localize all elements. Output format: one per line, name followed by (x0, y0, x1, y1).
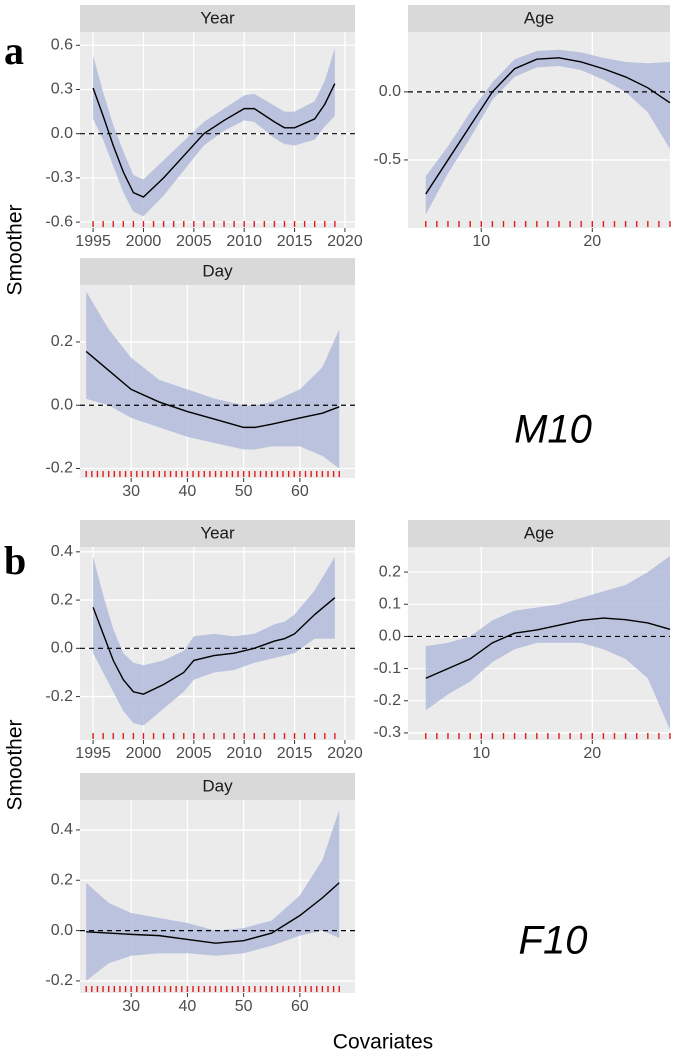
y-tick-label: 0.0 (379, 83, 401, 100)
y-tick-label: 0.2 (51, 591, 73, 608)
confidence-band (425, 49, 670, 215)
y-tick-label: -0.3 (45, 169, 73, 186)
x-tick-label: 20 (583, 745, 601, 762)
y-tick-label: 0.6 (51, 36, 73, 53)
x-tick-label: 2000 (126, 233, 162, 250)
x-tick-label: 2005 (176, 233, 212, 250)
x-tick-label: 10 (472, 745, 490, 762)
x-tick-label: 50 (235, 483, 253, 500)
panel-label: b (4, 538, 26, 583)
y-tick-label: 0.0 (51, 922, 73, 939)
x-tick-label: 1995 (75, 233, 111, 250)
x-tick-label: 2000 (126, 745, 162, 762)
x-tick-label: 2005 (176, 745, 212, 762)
x-tick-label: 60 (291, 483, 309, 500)
smoother-line (86, 882, 340, 944)
strip-title: Year (200, 523, 235, 542)
smoother-line (425, 617, 671, 679)
smoother-line (92, 597, 336, 695)
y-tick-label: -0.5 (373, 151, 401, 168)
x-tick-label: 2015 (277, 745, 313, 762)
confidence-band (425, 556, 670, 730)
y-tick-label: 0.4 (51, 543, 73, 560)
smoother-line (425, 57, 671, 195)
y-tick-label: 0.3 (51, 81, 73, 98)
x-axis-label: Covariates (333, 1031, 433, 1054)
y-tick-label: -0.2 (373, 692, 401, 709)
x-tick-label: 50 (235, 998, 253, 1015)
y-axis-label: Smoother (4, 719, 27, 810)
x-tick-label: 2020 (327, 233, 363, 250)
y-tick-label: -0.2 (45, 460, 73, 477)
smoother-line (85, 350, 340, 429)
confidence-band (93, 556, 335, 726)
confidence-band (86, 291, 340, 469)
y-tick-label: -0.6 (45, 213, 73, 230)
strip-title: Year (200, 8, 235, 27)
y-tick-label: 0.2 (379, 563, 401, 580)
strip (80, 5, 355, 32)
x-tick-label: 2015 (277, 233, 313, 250)
strip (408, 5, 670, 32)
smoother-line (92, 83, 336, 198)
y-tick-label: -0.1 (373, 660, 401, 677)
y-tick-label: 0.2 (51, 871, 73, 888)
y-tick-label: 0.4 (51, 821, 73, 838)
x-tick-label: 20 (583, 233, 601, 250)
strip (408, 520, 670, 547)
y-tick-label: -0.3 (373, 724, 401, 741)
y-tick-label: -0.2 (45, 972, 73, 989)
x-tick-label: 40 (179, 483, 197, 500)
model-label: F10 (519, 919, 588, 963)
strip-title: Age (524, 8, 554, 27)
strip-title: Day (202, 261, 233, 280)
x-tick-label: 60 (291, 998, 309, 1015)
x-tick-label: 10 (472, 233, 490, 250)
model-label: M10 (514, 408, 592, 452)
x-tick-label: 40 (179, 998, 197, 1015)
y-tick-label: 0.0 (51, 640, 73, 657)
x-tick-label: 30 (122, 998, 140, 1015)
strip-title: Age (524, 523, 554, 542)
strip (80, 258, 355, 285)
strip (80, 773, 355, 800)
x-tick-label: 2010 (226, 745, 262, 762)
panel-label: a (4, 28, 24, 73)
x-tick-label: 30 (122, 483, 140, 500)
strip-title: Day (202, 776, 233, 795)
y-tick-label: 0.0 (379, 628, 401, 645)
confidence-band (93, 48, 335, 217)
strip (80, 520, 355, 547)
y-tick-label: 0.1 (379, 595, 401, 612)
y-tick-label: 0.2 (51, 333, 73, 350)
x-tick-label: 2020 (327, 745, 363, 762)
x-tick-label: 2010 (226, 233, 262, 250)
y-tick-label: 0.0 (51, 396, 73, 413)
y-tick-label: 0.0 (51, 125, 73, 142)
y-axis-label: Smoother (4, 204, 27, 295)
x-tick-label: 1995 (75, 745, 111, 762)
y-tick-label: -0.2 (45, 688, 73, 705)
confidence-band (86, 809, 340, 981)
